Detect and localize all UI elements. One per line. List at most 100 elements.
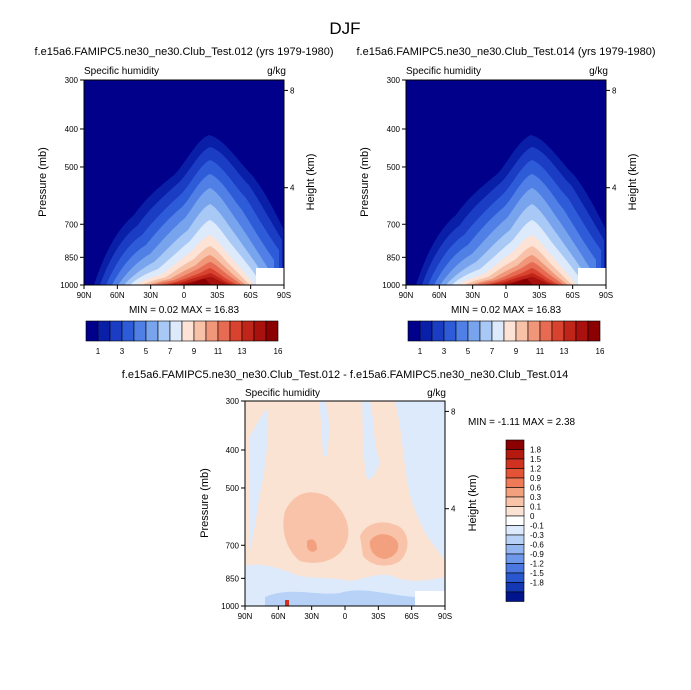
y-tick-label: 1000 <box>221 602 239 611</box>
colorbar-swatch <box>253 320 267 342</box>
colorbar-swatch <box>505 477 525 488</box>
y-tick-label: 300 <box>226 397 240 406</box>
y-tick-label: 700 <box>226 541 240 550</box>
x-tick-label: 30N <box>304 612 319 621</box>
colorbar-swatch <box>407 320 421 342</box>
season-title: DJF <box>329 19 360 38</box>
colorbar-swatch <box>505 468 525 479</box>
x-tick-label: 60S <box>244 291 258 300</box>
colorbar-label: 3 <box>120 347 125 356</box>
x-tick-label: 90S <box>438 612 452 621</box>
colorbar-swatch <box>505 591 525 602</box>
colorbar-swatch <box>229 320 243 342</box>
y-tick-label: 300 <box>65 76 79 85</box>
humidity-contour-plot <box>406 80 606 285</box>
colorbar-swatch <box>181 320 195 342</box>
y-tick-label: 400 <box>65 125 79 134</box>
colorbar-swatch <box>587 320 601 342</box>
colorbar-swatch <box>145 320 159 342</box>
humidity-contour-plot <box>84 80 284 285</box>
x-tick-label: 60N <box>432 291 447 300</box>
colorbar-swatch <box>575 320 589 342</box>
x-tick-label: 90N <box>238 612 253 621</box>
y-tick-label: 700 <box>65 220 79 229</box>
colorbar-swatch <box>539 320 553 342</box>
x-tick-label: 0 <box>182 291 187 300</box>
colorbar-swatch <box>505 506 525 517</box>
colorbar-swatch <box>157 320 171 342</box>
y-axis-label: Pressure (mb) <box>199 468 211 538</box>
colorbar-swatch <box>241 320 255 342</box>
panel-1: f.e15a6.FAMIPC5.ne30_ne30.Club_Test.012 … <box>34 46 333 356</box>
y2-axis-label: Height (km) <box>467 475 479 532</box>
y-tick-label: 850 <box>226 574 240 583</box>
colorbar-label: 3 <box>442 347 447 356</box>
colorbar-swatch <box>505 534 525 545</box>
panel-stats: MIN = -1.11 MAX = 2.38 <box>468 417 576 428</box>
y-tick-label: 400 <box>387 125 401 134</box>
colorbar-label: 0.9 <box>530 474 542 483</box>
panel-variable-label: Specific humidity <box>84 66 159 77</box>
colorbar-label: 7 <box>168 347 173 356</box>
colorbar-swatch <box>505 458 525 469</box>
x-tick-label: 0 <box>343 612 348 621</box>
y-tick-label: 400 <box>226 446 240 455</box>
y2-axis-label: Height (km) <box>627 154 639 211</box>
y-axis-label: Pressure (mb) <box>37 147 49 217</box>
colorbar-label: 13 <box>238 347 247 356</box>
colorbar-swatch <box>85 320 99 342</box>
colorbar-label: -0.9 <box>530 550 544 559</box>
colorbar: 1.81.51.20.90.60.30.10-0.1-0.3-0.6-0.9-1… <box>505 439 544 602</box>
colorbar-swatch <box>467 320 481 342</box>
colorbar-label: 11 <box>214 347 223 356</box>
colorbar-swatch <box>503 320 517 342</box>
colorbar-swatch <box>505 496 525 507</box>
y2-tick-label: 4 <box>612 184 617 193</box>
colorbar-label: 9 <box>192 347 197 356</box>
colorbar-label: -0.1 <box>530 522 544 531</box>
panel-3: f.e15a6.FAMIPC5.ne30_ne30.Club_Test.012 … <box>122 369 576 621</box>
panel-2: f.e15a6.FAMIPC5.ne30_ne30.Club_Test.014 … <box>356 46 655 356</box>
panel-stats: MIN = 0.02 MAX = 16.83 <box>129 305 239 316</box>
colorbar-swatch <box>479 320 493 342</box>
colorbar-label: 1.2 <box>530 465 542 474</box>
colorbar-label: 0.1 <box>530 503 542 512</box>
y2-tick-label: 4 <box>290 184 295 193</box>
x-tick-label: 30N <box>143 291 158 300</box>
colorbar-swatch <box>491 320 505 342</box>
x-tick-label: 60S <box>405 612 419 621</box>
y2-tick-label: 8 <box>290 86 295 95</box>
colorbar-label: 1.5 <box>530 455 542 464</box>
x-tick-label: 90S <box>277 291 291 300</box>
colorbar-swatch <box>443 320 457 342</box>
x-tick-label: 60N <box>271 612 286 621</box>
y-tick-label: 500 <box>226 484 240 493</box>
colorbar-swatch <box>505 515 525 526</box>
y2-tick-label: 8 <box>612 86 617 95</box>
panel-stats: MIN = 0.02 MAX = 16.83 <box>451 305 561 316</box>
colorbar-swatch <box>193 320 207 342</box>
colorbar-label: -0.3 <box>530 531 544 540</box>
colorbar-label: 1 <box>418 347 423 356</box>
colorbar-swatch <box>217 320 231 342</box>
colorbar-swatch <box>205 320 219 342</box>
colorbar-swatch <box>505 582 525 593</box>
colorbar-swatch <box>431 320 445 342</box>
colorbar-swatch <box>109 320 123 342</box>
x-tick-label: 90N <box>77 291 92 300</box>
x-tick-label: 60S <box>566 291 580 300</box>
colorbar-label: 1.8 <box>530 446 542 455</box>
colorbar-swatch <box>505 553 525 564</box>
panel-variable-label: Specific humidity <box>406 66 481 77</box>
y-tick-label: 500 <box>387 163 401 172</box>
colorbar-swatch <box>505 439 525 450</box>
colorbar-label: -1.8 <box>530 579 544 588</box>
panel-variable-label: Specific humidity <box>245 388 320 399</box>
colorbar-swatch <box>265 320 279 342</box>
colorbar-swatch <box>505 572 525 583</box>
colorbar-label: 0.3 <box>530 493 542 502</box>
colorbar-swatch <box>133 320 147 342</box>
y-tick-label: 850 <box>65 253 79 262</box>
y2-tick-label: 8 <box>451 407 456 416</box>
